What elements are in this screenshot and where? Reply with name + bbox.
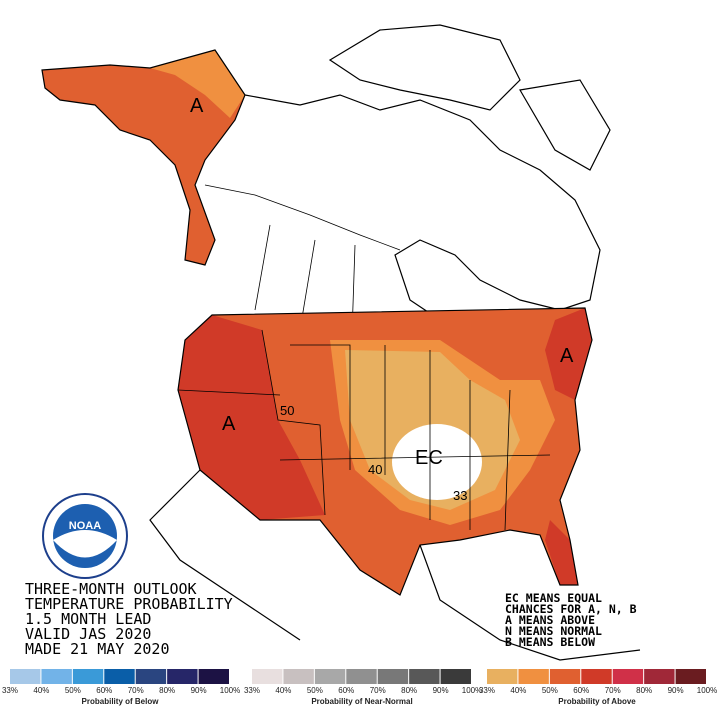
scale-title: Probability of Above bbox=[558, 697, 636, 706]
scale-tick: 50% bbox=[542, 686, 558, 695]
scale-tick: 100% bbox=[220, 686, 240, 695]
scale-tick: 90% bbox=[433, 686, 449, 695]
scale-tick: 80% bbox=[159, 686, 175, 695]
us-coast bbox=[177, 307, 593, 596]
scale-tick: 70% bbox=[370, 686, 386, 695]
equal-chances bbox=[392, 424, 482, 500]
title-line: VALID JAS 2020 bbox=[25, 625, 151, 643]
scale-swatch bbox=[346, 669, 377, 684]
scale-swatch bbox=[10, 669, 41, 684]
scale-tick: 80% bbox=[636, 686, 652, 695]
title-line: THREE-MONTH OUTLOOK bbox=[25, 580, 197, 598]
scale-tick: 90% bbox=[191, 686, 207, 695]
scale-swatch bbox=[518, 669, 549, 684]
canada-provinces bbox=[204, 184, 401, 336]
scale-swatch bbox=[252, 669, 283, 684]
scale-swatch bbox=[283, 669, 314, 684]
contour-label: 33 bbox=[453, 488, 467, 503]
mexico-coast bbox=[149, 469, 641, 661]
scale-tick: 80% bbox=[401, 686, 417, 695]
scale-swatch bbox=[440, 669, 471, 684]
key-line: A MEANS ABOVE bbox=[505, 613, 595, 627]
scale-swatch bbox=[198, 669, 229, 684]
scale-tick: 60% bbox=[96, 686, 112, 695]
scale-swatch bbox=[549, 669, 581, 684]
scale-title: Probability of Near-Normal bbox=[311, 697, 412, 706]
contour-label: 40 bbox=[368, 462, 382, 477]
map-label: A bbox=[560, 345, 574, 367]
key-line: EC MEANS EQUAL bbox=[505, 591, 602, 605]
west-above-60 bbox=[178, 315, 325, 520]
scale-tick: 33% bbox=[244, 686, 260, 695]
map-label: A bbox=[222, 413, 236, 435]
scale-swatch bbox=[487, 669, 518, 684]
scale-tick: 40% bbox=[510, 686, 526, 695]
scale-swatch bbox=[314, 669, 346, 684]
map bbox=[41, 24, 641, 661]
scale-tick: 100% bbox=[697, 686, 717, 695]
scale-tick: 70% bbox=[605, 686, 621, 695]
title-line: 1.5 MONTH LEAD bbox=[25, 610, 151, 628]
key-line: B MEANS BELOW bbox=[505, 635, 595, 649]
alaska-above-light bbox=[150, 50, 245, 118]
title-line: TEMPERATURE PROBABILITY bbox=[25, 595, 233, 613]
color-scales: 33% 40% 50% 60% 70% 80% 90% 100% Probability of … bbox=[2, 669, 717, 706]
arctic-islands bbox=[328, 24, 611, 171]
scale-swatch bbox=[104, 669, 135, 684]
scale-swatch bbox=[167, 669, 198, 684]
scale-tick: 60% bbox=[573, 686, 589, 695]
scale-swatch bbox=[41, 669, 72, 684]
scale-swatch bbox=[135, 669, 167, 684]
scale-tick: 40% bbox=[275, 686, 291, 695]
scale-tick: 70% bbox=[128, 686, 144, 695]
key-line: CHANCES FOR A, N, B bbox=[505, 602, 637, 616]
east-above-60 bbox=[545, 308, 592, 585]
scale-tick: 100% bbox=[462, 686, 482, 695]
scale-tick: 40% bbox=[33, 686, 49, 695]
scale-swatch bbox=[644, 669, 675, 684]
map-label: EC bbox=[415, 447, 443, 469]
scale-tick: 50% bbox=[307, 686, 323, 695]
noaa-logo: NOAA bbox=[42, 493, 128, 579]
contour-label: 50 bbox=[280, 403, 294, 418]
scale-swatch bbox=[612, 669, 644, 684]
scale-tick: 33% bbox=[479, 686, 495, 695]
scale-swatch bbox=[72, 669, 104, 684]
scale-swatch bbox=[409, 669, 440, 684]
scale-swatch bbox=[377, 669, 409, 684]
alaska-above bbox=[42, 50, 245, 265]
canada-coast bbox=[244, 94, 601, 321]
map-label: A bbox=[190, 95, 204, 117]
scale-swatch bbox=[675, 669, 706, 684]
scale-tick: 90% bbox=[668, 686, 684, 695]
scale-tick: 60% bbox=[338, 686, 354, 695]
key-line: N MEANS NORMAL bbox=[505, 624, 602, 638]
scale-swatch bbox=[581, 669, 612, 684]
logo-text: NOAA bbox=[69, 520, 101, 532]
scale-tick: 50% bbox=[65, 686, 81, 695]
alaska-coast bbox=[41, 49, 246, 266]
us-states bbox=[177, 329, 551, 531]
scale-title: Probability of Below bbox=[82, 697, 160, 706]
scale-tick: 33% bbox=[2, 686, 18, 695]
title-line: MADE 21 MAY 2020 bbox=[25, 640, 170, 658]
